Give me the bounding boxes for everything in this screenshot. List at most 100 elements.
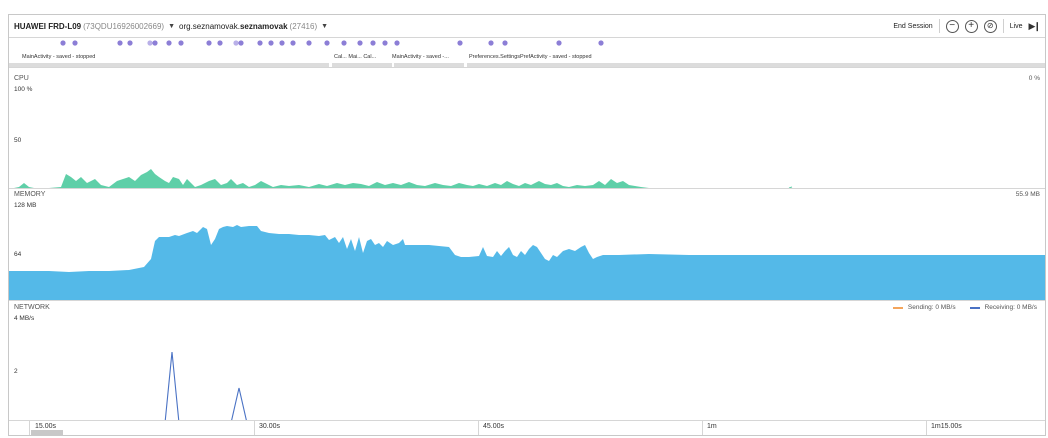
events-timeline: MainActivity - saved - stopped Cal... Ma…	[9, 37, 1045, 68]
activity-label[interactable]: Cal... Mai... Cal...	[334, 54, 377, 60]
touch-event-dot	[257, 40, 263, 46]
axis-tick	[29, 421, 30, 435]
cpu-chart	[9, 169, 1045, 189]
touch-event-dot	[127, 40, 133, 46]
activity-label[interactable]: MainActivity - saved -...	[392, 54, 449, 60]
touch-event-dot	[166, 40, 172, 46]
touch-event-dot	[279, 40, 285, 46]
toolbar-divider	[938, 19, 940, 33]
process-name: seznamovak	[239, 21, 288, 31]
touch-event-dot	[206, 40, 212, 46]
receiving-swatch-icon	[969, 306, 980, 309]
touch-event-dot	[556, 40, 562, 46]
end-session-button[interactable]: End Session	[893, 22, 933, 30]
network-section[interactable]: NETWORK 4 MB/s 2 Sending: 0 MB/s Receivi…	[9, 302, 1045, 424]
memory-title: MEMORY	[14, 191, 46, 198]
timeline-scrollbar-thumb[interactable]	[31, 430, 63, 435]
toolbar-actions: End Session − + ⊘ Live ▶❙	[893, 15, 1042, 37]
axis-tick	[478, 421, 479, 435]
receiving-line	[159, 351, 616, 424]
memory-section[interactable]: MEMORY 128 MB 64 55.9 MB	[9, 189, 1045, 301]
touch-event-dot	[306, 40, 312, 46]
activity-bar	[394, 63, 464, 67]
axis-tick-label: 1m	[707, 423, 717, 430]
profiler-window: HUAWEI FRD-L09 (73QDU16926002669) ▼ org.s…	[8, 14, 1046, 436]
sending-label: Sending: 0 MB/s	[907, 304, 956, 311]
live-button[interactable]: Live	[1009, 22, 1023, 30]
touch-event-dot	[233, 40, 239, 46]
cpu-area	[9, 169, 1045, 189]
reset-zoom-icon[interactable]: ⊘	[983, 19, 997, 33]
memory-divider	[9, 300, 1045, 301]
touch-event-dot	[178, 40, 184, 46]
touch-events-track	[60, 40, 604, 46]
activity-label[interactable]: Preferences.SettingsPrefActivity - saved…	[469, 54, 592, 60]
touch-event-dot	[217, 40, 223, 46]
touch-event-dot	[324, 40, 330, 46]
activity-bar	[332, 63, 392, 67]
touch-event-dot	[394, 40, 400, 46]
memory-max-label: 128 MB	[14, 202, 37, 209]
touch-event-dot	[60, 40, 66, 46]
activity-bar	[9, 63, 329, 67]
touch-event-dot	[488, 40, 494, 46]
receiving-label: Receiving: 0 MB/s	[984, 304, 1037, 311]
activity-label[interactable]: MainActivity - saved - stopped	[22, 54, 96, 60]
touch-event-dot	[268, 40, 274, 46]
memory-chart	[9, 225, 1045, 301]
touch-event-dots	[60, 40, 604, 46]
touch-event-dot	[598, 40, 604, 46]
axis-tick-label: 15.00s	[35, 423, 57, 430]
cpu-divider	[9, 188, 1045, 189]
process-selector[interactable]: org.seznamovak.seznamovak (27416)	[179, 22, 317, 31]
zoom-out-icon[interactable]: −	[945, 19, 959, 33]
process-dropdown-icon[interactable]: ▼	[321, 22, 329, 30]
device-name: HUAWEI FRD-L09	[14, 21, 82, 31]
zoom-in-icon[interactable]: +	[964, 19, 978, 33]
sending-swatch-icon	[892, 306, 903, 309]
cpu-title: CPU	[14, 75, 29, 82]
legend-sending: Sending: 0 MB/s	[892, 304, 956, 311]
memory-current-value: 55.9 MB	[1015, 191, 1040, 198]
touch-event-dot	[72, 40, 78, 46]
axis-tick	[702, 421, 703, 435]
axis-tick	[926, 421, 927, 435]
touch-event-dot	[152, 40, 158, 46]
touch-event-dot	[370, 40, 376, 46]
touch-event-dot	[238, 40, 244, 46]
cpu-mid-label: 50	[14, 137, 22, 144]
cpu-section[interactable]: CPU 100 % 50 0 %	[9, 73, 1045, 189]
live-play-icon[interactable]: ▶❙	[1028, 20, 1042, 31]
device-selector[interactable]: HUAWEI FRD-L09 (73QDU16926002669)	[14, 22, 164, 31]
axis-tick-label: 30.00s	[259, 423, 281, 430]
network-title: NETWORK	[14, 304, 50, 311]
device-serial: (73QDU16926002669)	[83, 21, 165, 31]
device-dropdown-icon[interactable]: ▼	[168, 22, 176, 30]
activity-bar	[467, 63, 1045, 67]
network-max-label: 4 MB/s	[14, 315, 35, 322]
network-chart	[148, 351, 796, 424]
touch-event-dot	[457, 40, 463, 46]
profiler-toolbar: HUAWEI FRD-L09 (73QDU16926002669) ▼ org.s…	[9, 15, 1045, 38]
time-axis[interactable]: 15.00s 30.00s 45.00s 1m 1m15.00s	[9, 420, 1045, 435]
network-mid-label: 2	[14, 368, 18, 375]
touch-event-dot	[341, 40, 347, 46]
cpu-max-label: 100 %	[14, 86, 33, 93]
memory-area	[9, 225, 1045, 301]
touch-event-dot	[382, 40, 388, 46]
process-pid: (27416)	[289, 21, 318, 31]
memory-mid-label: 64	[14, 251, 22, 258]
toolbar-divider	[1002, 19, 1004, 33]
legend-receiving: Receiving: 0 MB/s	[969, 304, 1037, 311]
axis-tick	[254, 421, 255, 435]
cpu-current-value: 0 %	[1028, 75, 1040, 82]
process-prefix: org.seznamovak.	[179, 21, 240, 31]
touch-event-dot	[357, 40, 363, 46]
touch-event-dot	[117, 40, 123, 46]
touch-event-dot	[502, 40, 508, 46]
touch-event-dot	[147, 40, 153, 46]
axis-tick-label: 45.00s	[483, 423, 505, 430]
network-legend: Sending: 0 MB/s Receiving: 0 MB/s	[892, 304, 1037, 311]
axis-tick-label: 1m15.00s	[931, 423, 962, 430]
touch-event-dot	[290, 40, 296, 46]
